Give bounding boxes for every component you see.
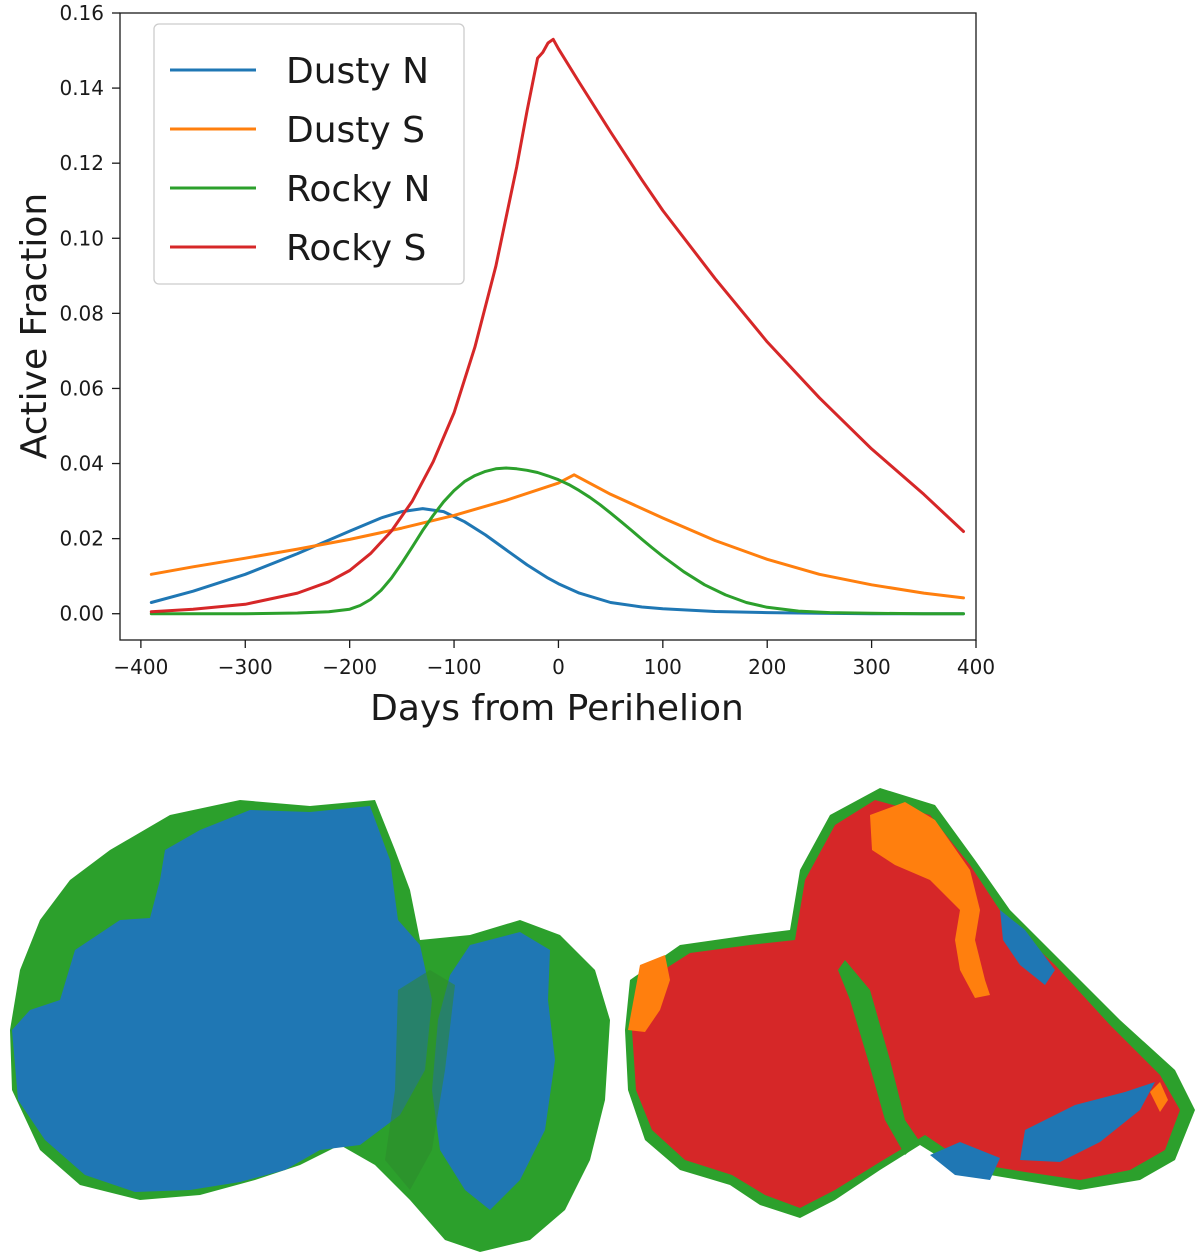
- series-lines: [149, 37, 965, 616]
- x-tick-label: 300: [853, 655, 891, 679]
- nucleus-south-orange-patch-top: [870, 802, 990, 998]
- y-axis: 0.00 0.02 0.04 0.06 0.08 0.10 0.12 0.14 0.16: [59, 1, 120, 626]
- nucleus-south-orange-patch-right: [1150, 1082, 1168, 1112]
- x-tick-label: −400: [113, 655, 168, 679]
- x-tick-label: 0: [552, 655, 565, 679]
- y-tick-label: 0.04: [59, 452, 104, 476]
- series-line-dusty-n: [149, 507, 965, 616]
- nucleus-south-blue-patch-bottom: [1020, 1082, 1155, 1162]
- y-tick-label: 0.14: [59, 76, 104, 100]
- legend-box: [153, 23, 465, 285]
- active-fraction-chart: −400 −300 −200 −100 0 100 200 300 400 0.000.020.…: [14, 1, 995, 729]
- y-tick-label: 0.00: [59, 602, 104, 626]
- nucleus-north-blue-lobe-large: [12, 806, 432, 1192]
- legend-label: Dusty S: [286, 110, 425, 151]
- nucleus-south-blue-patch-right: [1000, 910, 1055, 985]
- y-axis-label: Active Fraction: [14, 193, 55, 460]
- x-tick-label: −200: [322, 655, 377, 679]
- series-line-rocky-n: [149, 466, 965, 616]
- y-tick-label: 0.16: [59, 1, 104, 25]
- nucleus-south-red-body: [632, 800, 1180, 1208]
- y-tick-label: 0.02: [59, 527, 104, 551]
- x-tick-label: 100: [644, 655, 682, 679]
- series-line-rocky-s: [149, 37, 965, 614]
- x-tick-label: −300: [218, 655, 273, 679]
- y-tick-label: 0.10: [59, 226, 104, 250]
- legend-label: Rocky S: [286, 228, 426, 269]
- nucleus-south-green-neck: [838, 960, 920, 1155]
- x-tick-label: −100: [427, 655, 482, 679]
- x-axis-label: Days from Perihelion: [370, 688, 744, 729]
- nucleus-north-green-neck: [385, 970, 455, 1190]
- y-tick-label: 0.06: [59, 376, 104, 400]
- nucleus-south-orange-patch-left: [628, 955, 670, 1032]
- legend: Dusty N Dusty S Rocky N Rocky S: [153, 23, 465, 285]
- x-axis: −400 −300 −200 −100 0 100 200 300 400: [113, 640, 995, 679]
- nucleus-view-north: [10, 800, 610, 1252]
- series-line-dusty-s: [149, 473, 965, 600]
- x-tick-label: 400: [957, 655, 995, 679]
- nucleus-view-south: [625, 788, 1195, 1218]
- y-tick-label: 0.12: [59, 151, 104, 175]
- legend-label: Rocky N: [286, 169, 430, 210]
- y-tick-label: 0.08: [59, 301, 104, 325]
- nucleus-north-blue-lobe-small: [432, 932, 555, 1210]
- x-tick-label: 200: [748, 655, 786, 679]
- nucleus-activity-maps: [10, 788, 1195, 1252]
- legend-label: Dusty N: [286, 51, 429, 92]
- nucleus-south-blue-patch-neck: [930, 1142, 1000, 1180]
